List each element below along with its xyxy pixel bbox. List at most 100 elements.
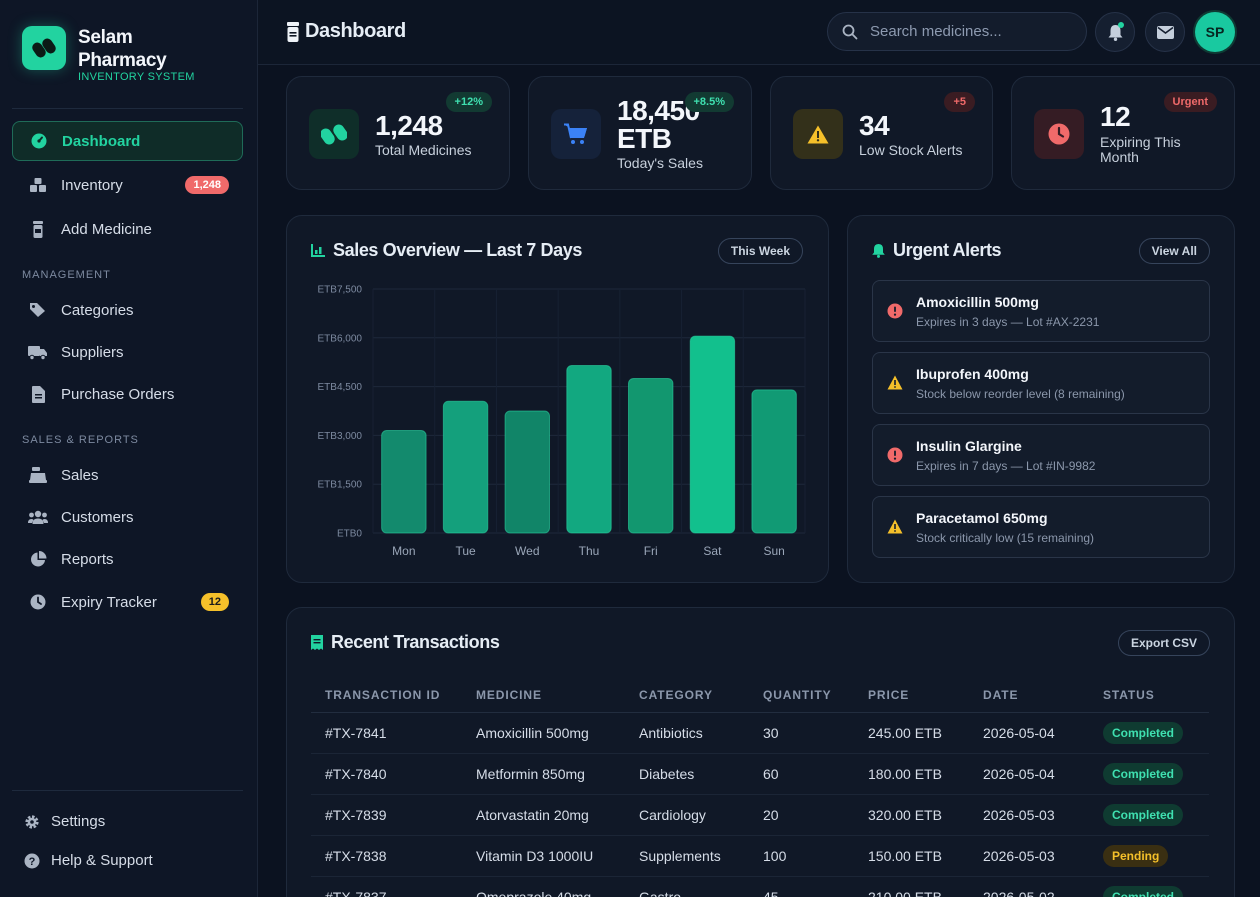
column-header[interactable]: TRANSACTION ID xyxy=(311,678,462,713)
clock-icon xyxy=(28,592,48,612)
column-header[interactable]: MEDICINE xyxy=(462,678,625,713)
column-header[interactable]: STATUS xyxy=(1089,678,1209,713)
y-tick-label: ETB6,000 xyxy=(318,333,363,344)
cell-price: 180.00 ETB xyxy=(854,753,969,795)
sidebar-item-label: Settings xyxy=(51,813,106,830)
column-header[interactable]: DATE xyxy=(969,678,1089,713)
cell-price: 320.00 ETB xyxy=(854,794,969,836)
messages-button[interactable] xyxy=(1145,12,1185,52)
bar-thu[interactable] xyxy=(566,364,612,534)
panel-title: Sales Overview — Last 7 Days xyxy=(311,240,582,261)
cell-category: Diabetes xyxy=(625,753,749,795)
cell-transaction-id: #TX-7838 xyxy=(311,835,462,877)
brand[interactable]: Selam Pharmacy INVENTORY SYSTEM xyxy=(22,26,195,83)
cell-date: 2026-05-03 xyxy=(969,835,1089,877)
stat-label: Total Medicines xyxy=(375,142,472,158)
bar-tue[interactable] xyxy=(442,400,489,534)
cell-quantity: 60 xyxy=(749,753,854,795)
table-row[interactable]: #TX-7841 Amoxicillin 500mg Antibiotics 3… xyxy=(311,712,1209,754)
sidebar-item-settings[interactable]: Settings xyxy=(24,813,105,830)
bar-wed[interactable] xyxy=(504,410,551,534)
notifications-button[interactable] xyxy=(1095,12,1135,52)
x-tick-label: Sat xyxy=(703,544,722,558)
sidebar-item-label: Inventory xyxy=(61,176,123,194)
bottle-icon xyxy=(28,219,48,239)
avatar[interactable]: SP xyxy=(1195,12,1235,52)
alert-item[interactable]: Amoxicillin 500mg Expires in 3 days — Lo… xyxy=(872,280,1210,342)
bar-sat[interactable] xyxy=(689,335,736,534)
cell-medicine: Atorvastatin 20mg xyxy=(462,794,625,836)
cell-category: Cardiology xyxy=(625,794,749,836)
sidebar-item-reports[interactable]: Reports xyxy=(12,539,243,579)
panel-title: Urgent Alerts xyxy=(872,240,1002,261)
this-week-button[interactable]: This Week xyxy=(717,238,803,264)
gear-icon xyxy=(24,814,40,830)
sidebar-item-expiry-tracker[interactable]: Expiry Tracker 12 xyxy=(12,582,243,622)
sidebar-item-add-medicine[interactable]: Add Medicine xyxy=(12,209,243,249)
sidebar-divider xyxy=(12,108,243,109)
alert-item[interactable]: Ibuprofen 400mg Stock below reorder leve… xyxy=(872,352,1210,414)
cell-medicine: Amoxicillin 500mg xyxy=(462,712,625,754)
status-badge: Completed xyxy=(1103,885,1184,897)
alert-name: Insulin Glargine xyxy=(916,438,1022,454)
alert-danger-icon xyxy=(887,303,903,319)
stat-card-todays-sales[interactable]: 18,450 ETB +8.5% Today's Sales xyxy=(528,76,752,190)
file-invoice-icon xyxy=(28,384,48,404)
bar-mon[interactable] xyxy=(381,430,427,534)
sidebar-item-help[interactable]: ? Help & Support xyxy=(24,852,153,869)
sidebar-item-suppliers[interactable]: Suppliers xyxy=(12,332,243,372)
bar-fri[interactable] xyxy=(627,377,674,534)
pie-chart-icon xyxy=(28,549,48,569)
table-header-row: TRANSACTION ID MEDICINE CATEGORY QUANTIT… xyxy=(311,678,1209,713)
table-row[interactable]: #TX-7837 Omeprazole 40mg Gastro 45 210.0… xyxy=(311,876,1209,897)
column-header[interactable]: QUANTITY xyxy=(749,678,854,713)
alert-item[interactable]: Insulin Glargine Expires in 7 days — Lot… xyxy=(872,424,1210,486)
alert-description: Stock critically low (15 remaining) xyxy=(916,531,1095,545)
search-icon xyxy=(842,24,858,40)
stat-badge: +12% xyxy=(445,92,492,112)
stat-value: 34 xyxy=(859,110,890,141)
table-row[interactable]: #TX-7838 Vitamin D3 1000IU Supplements 1… xyxy=(311,835,1209,877)
status-badge: Completed xyxy=(1103,762,1184,785)
view-all-button[interactable]: View All xyxy=(1138,238,1210,264)
search-box[interactable] xyxy=(827,12,1087,51)
cell-price: 150.00 ETB xyxy=(854,835,969,877)
sidebar-item-label: Suppliers xyxy=(61,343,124,361)
sidebar-item-inventory[interactable]: Inventory 1,248 xyxy=(12,165,243,205)
y-tick-label: ETB4,500 xyxy=(318,382,363,393)
stat-card-expiring[interactable]: 12 Expiring This Month Urgent xyxy=(1011,76,1235,190)
column-header[interactable]: PRICE xyxy=(854,678,969,713)
sidebar-item-purchase-orders[interactable]: Purchase Orders xyxy=(12,374,243,414)
sidebar-item-dashboard[interactable]: Dashboard xyxy=(12,121,243,161)
sidebar-item-categories[interactable]: Categories xyxy=(12,290,243,330)
y-tick-label: ETB0 xyxy=(337,529,362,540)
transactions-table: TRANSACTION ID MEDICINE CATEGORY QUANTIT… xyxy=(311,678,1209,897)
column-header[interactable]: CATEGORY xyxy=(625,678,749,713)
sidebar-item-sales[interactable]: Sales xyxy=(12,455,243,495)
export-csv-button[interactable]: Export CSV xyxy=(1117,630,1210,656)
inventory-count-badge: 1,248 xyxy=(185,176,229,194)
cell-quantity: 45 xyxy=(749,876,854,897)
alert-item[interactable]: Paracetamol 650mg Stock critically low (… xyxy=(872,496,1210,558)
stat-card-total-medicines[interactable]: 1,248 Total Medicines +12% xyxy=(286,76,510,190)
search-input[interactable] xyxy=(870,23,1070,40)
cell-transaction-id: #TX-7840 xyxy=(311,753,462,795)
sidebar-item-label: Help & Support xyxy=(51,852,153,869)
table-row[interactable]: #TX-7839 Atorvastatin 20mg Cardiology 20… xyxy=(311,794,1209,836)
status-badge: Pending xyxy=(1103,844,1169,867)
sidebar-item-label: Expiry Tracker xyxy=(61,593,157,611)
stat-card-low-stock[interactable]: 34 Low Stock Alerts +5 xyxy=(770,76,993,190)
stat-label-line2: Month xyxy=(1100,149,1139,165)
y-tick-label: ETB7,500 xyxy=(318,285,363,296)
cell-price: 210.00 ETB xyxy=(854,876,969,897)
sidebar-item-label: Sales xyxy=(61,466,99,484)
alert-name: Paracetamol 650mg xyxy=(916,510,1048,526)
sales-bar-chart: ETB0 ETB1,500 ETB3,000 ETB4,500 ETB6,000 ETB7… xyxy=(318,285,806,558)
sidebar-item-customers[interactable]: Customers xyxy=(12,497,243,537)
cell-transaction-id: #TX-7841 xyxy=(311,712,462,754)
table-row[interactable]: #TX-7840 Metformin 850mg Diabetes 60 180… xyxy=(311,753,1209,795)
bar-sun[interactable] xyxy=(751,389,797,534)
brand-subtitle: INVENTORY SYSTEM xyxy=(78,71,195,83)
cell-category: Gastro xyxy=(625,876,749,897)
status-badge: Completed xyxy=(1103,721,1184,744)
